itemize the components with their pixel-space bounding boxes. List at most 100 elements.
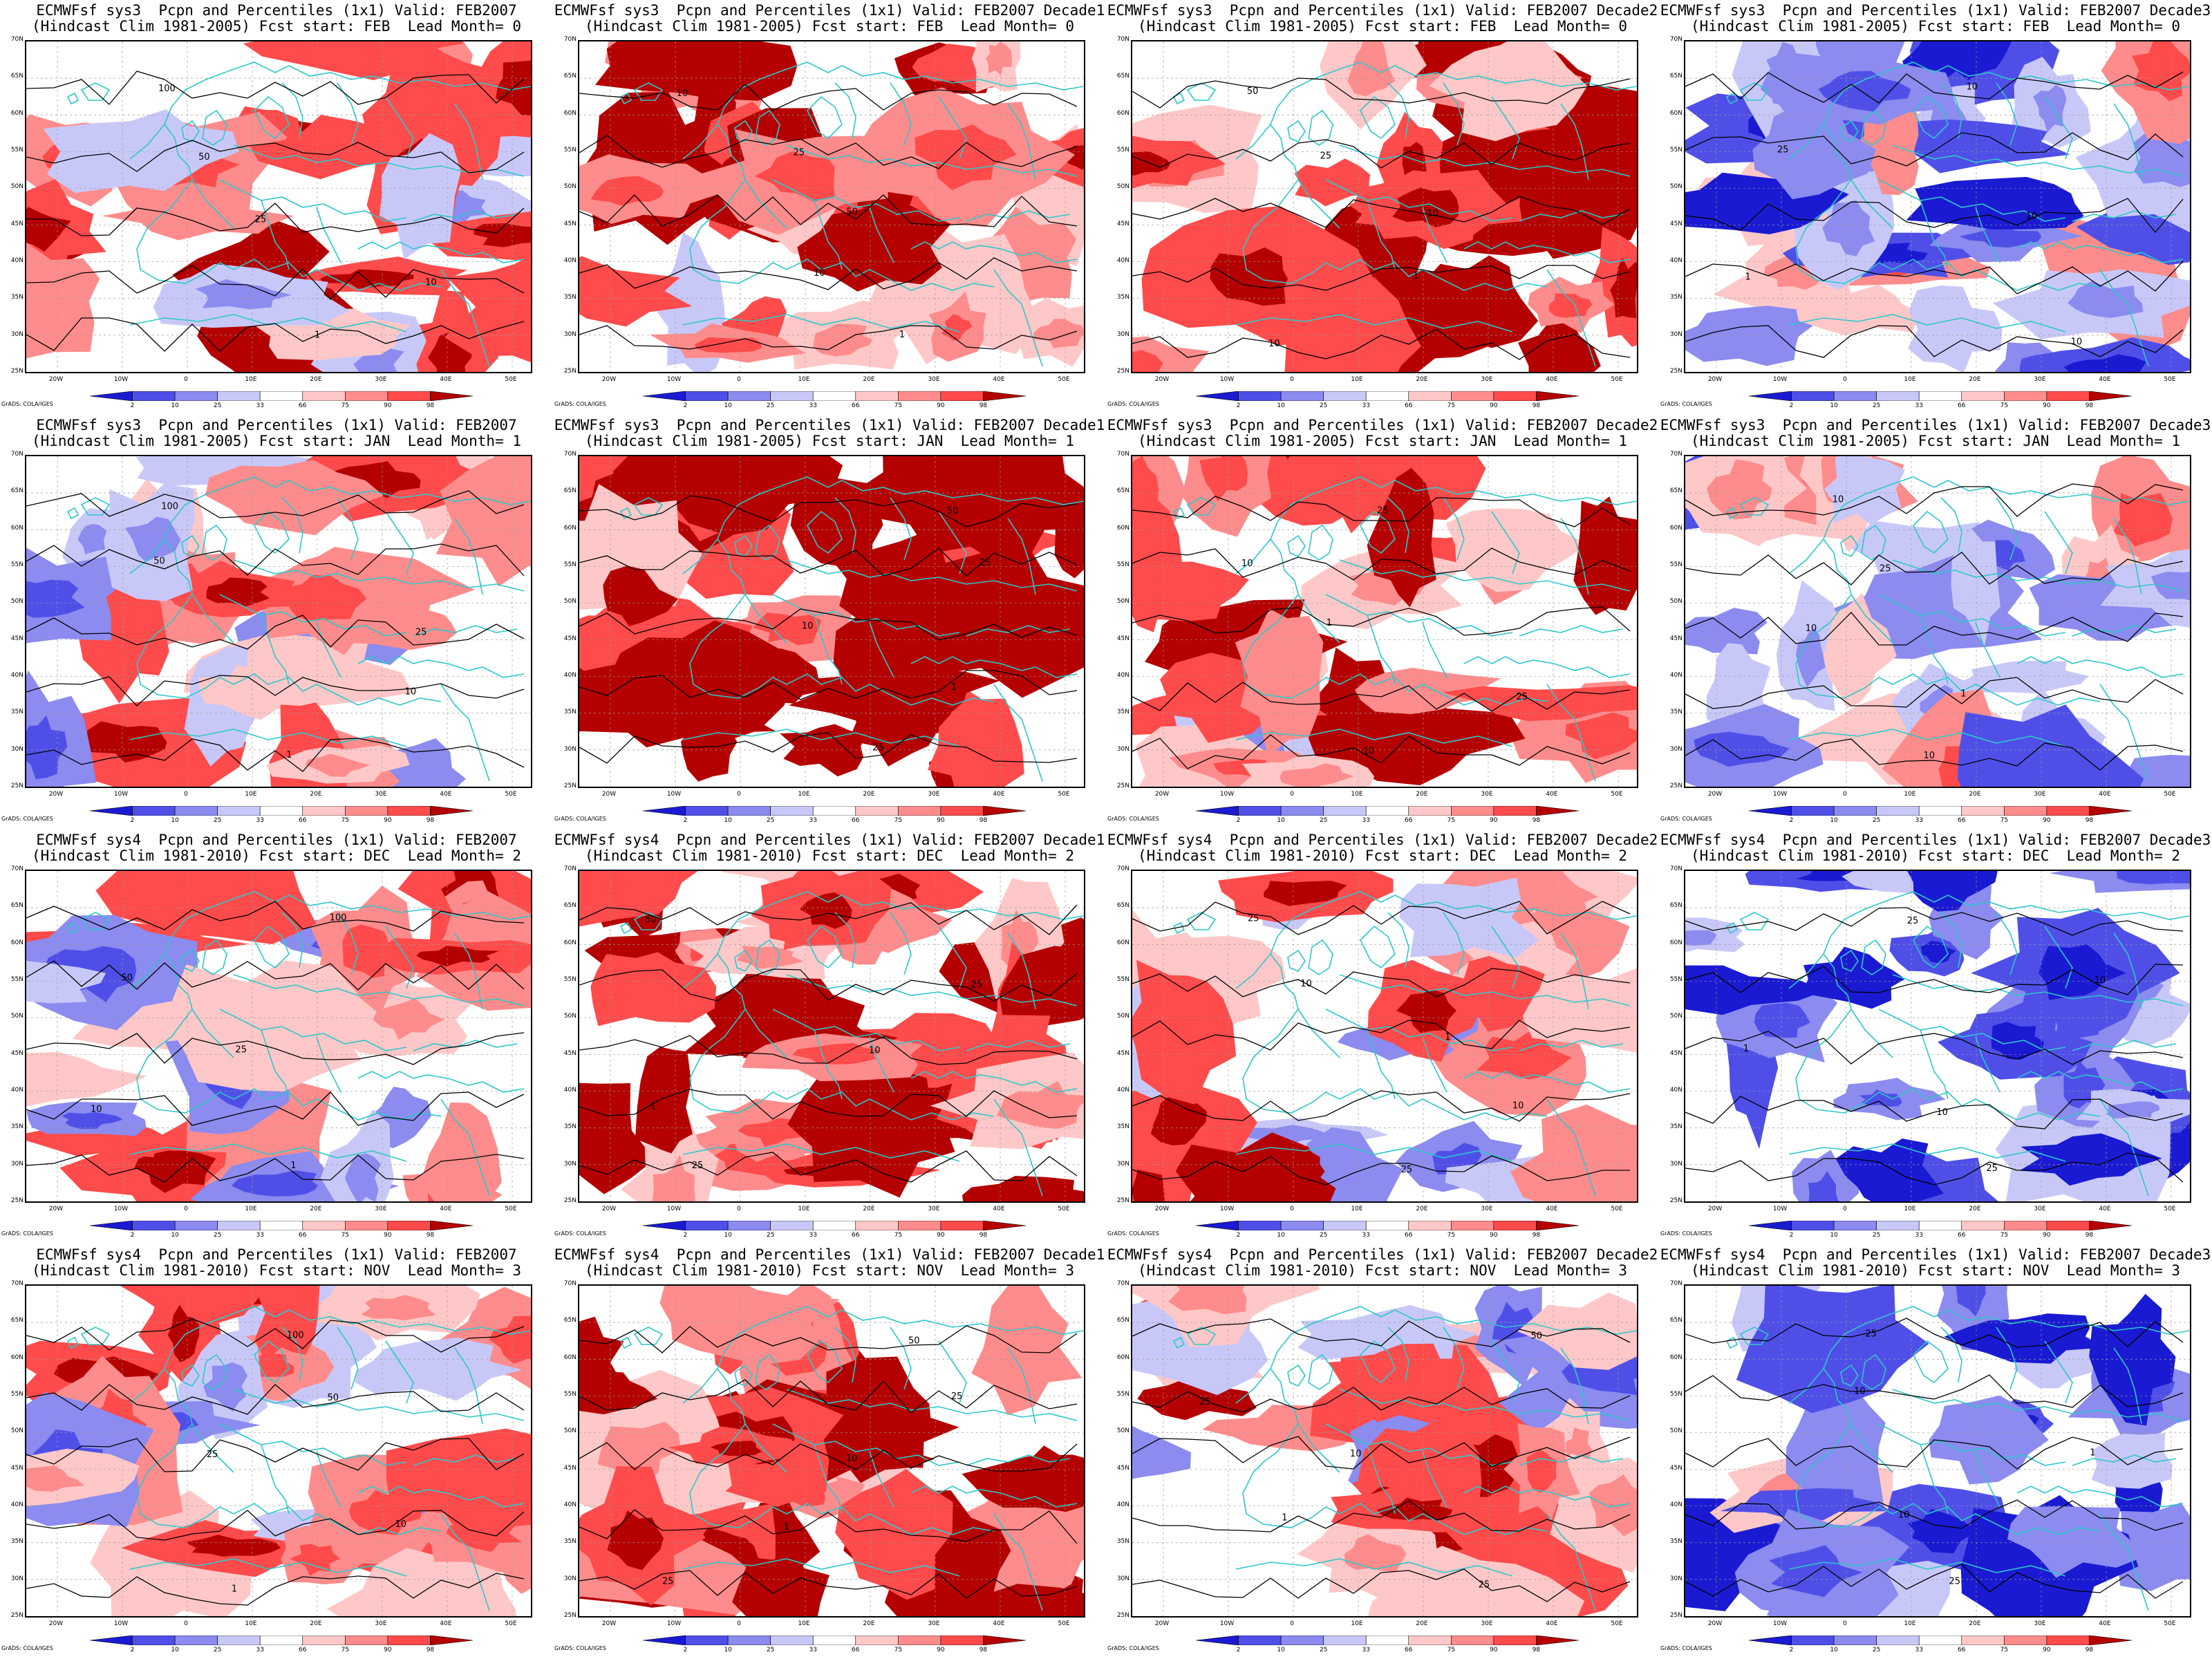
color-scale-label: 10: [1830, 817, 1838, 824]
lon-tick-label: 0: [737, 791, 741, 798]
color-scale-bin: [1833, 1635, 1877, 1645]
software-credit: GrADS: COLA/IGES: [1660, 1645, 1712, 1651]
percentile-area: [379, 133, 461, 260]
color-scale-bin: [387, 1635, 431, 1645]
climatology-contour: [1132, 1318, 1631, 1347]
lon-tick-label: 40E: [440, 1206, 452, 1212]
coastline: [1242, 953, 1548, 1121]
color-scale-bin: [1876, 391, 1920, 401]
climatology-contour: [1132, 682, 1631, 712]
coastline: [261, 200, 290, 270]
percentile-area: [2030, 337, 2190, 372]
color-scale-label: 33: [1915, 402, 1923, 409]
lat-tick-label: 40N: [563, 1501, 577, 1508]
percentile-area: [1908, 285, 2003, 372]
contour-label: 1: [1282, 1513, 1287, 1524]
color-scale-bin: [302, 806, 346, 816]
lon-tick-label: 10W: [666, 1206, 682, 1212]
panel-title: ECMWFsf sys3 Pcpn and Percentiles (1x1) …: [1659, 3, 2212, 35]
map-panel: ECMWFsf sys4 Pcpn and Percentiles (1x1) …: [553, 1244, 1106, 1659]
color-scale-bin: [770, 391, 814, 401]
panel-title-line1: ECMWFsf sys3 Pcpn and Percentiles (1x1) …: [36, 2, 517, 19]
color-scale-bin: [855, 391, 899, 401]
color-scale-label: 90: [1490, 1232, 1498, 1239]
percentile-core: [1706, 459, 1772, 520]
climatology-contour: [26, 960, 525, 991]
color-scale-label: 10: [171, 402, 179, 409]
lat-tick-label: 70N: [1116, 451, 1130, 458]
lon-tick-label: 50E: [1611, 791, 1623, 798]
climatology-contour: [26, 615, 525, 650]
color-scale-bin: [812, 806, 856, 816]
contour-label: 1: [951, 682, 957, 693]
percentile-core: [416, 946, 500, 967]
percentile-area: [26, 1051, 147, 1107]
lat-tick-label: 45N: [1116, 635, 1130, 642]
coastline: [261, 615, 290, 685]
percentile-area: [2100, 549, 2190, 628]
contour-label: 1: [1413, 271, 1418, 281]
coastline: [1287, 1364, 1306, 1387]
lon-tick-label: 10E: [798, 1206, 810, 1212]
color-scale-label: 66: [852, 1232, 860, 1239]
coastline: [136, 538, 442, 706]
lon-tick-label: 50E: [1058, 1206, 1070, 1212]
color-scale-bin: [940, 806, 984, 816]
coastline: [80, 912, 111, 930]
coastline: [1297, 179, 1340, 229]
color-scale-bar: [1196, 1221, 1579, 1230]
contour-label: 10: [846, 1454, 858, 1464]
coastline: [1235, 1306, 1637, 1404]
coastline: [1840, 120, 1859, 142]
lon-tick-label: 50E: [505, 1206, 517, 1212]
color-scale-bin: [1493, 391, 1537, 401]
climatology-contour: [1132, 1568, 1631, 1602]
color-scale-label: 25: [1872, 1232, 1881, 1239]
coastline: [1725, 507, 1738, 520]
coastline: [454, 103, 483, 180]
lon-tick-label: 10E: [245, 376, 257, 383]
coastline: [454, 1347, 483, 1425]
color-scale-label: 25: [766, 1232, 775, 1239]
coastline: [316, 621, 341, 678]
percentile-core: [835, 1098, 915, 1156]
panel-title-line1: ECMWFsf sys4 Pcpn and Percentiles (1x1) …: [36, 1246, 517, 1263]
lon-tick-label: 50E: [1611, 1620, 1623, 1627]
percentile-core: [1956, 1286, 1986, 1317]
percentile-core: [1927, 871, 1967, 896]
precip-percentile-map: 25 10 1 10 25: [1131, 870, 1638, 1203]
lon-tick-label: 0: [1843, 791, 1847, 798]
color-scale-bar: [1749, 391, 2132, 401]
color-scale-bar: [1749, 1635, 2132, 1645]
software-credit: GrADS: COLA/IGES: [1660, 816, 1712, 822]
coastline: [1892, 144, 2184, 177]
contour-label: 25: [794, 148, 805, 158]
coastline: [2099, 1513, 2149, 1611]
map-canvas: 25 10 1 10 25: [1685, 1286, 2190, 1616]
coastline: [1007, 932, 1036, 1010]
percentile-core: [1477, 1030, 1572, 1080]
color-scale-bar: [643, 1635, 1026, 1645]
contour-label: 10: [1854, 1387, 1866, 1397]
panel-title-line2: (Hindcast Clim 1981-2005) Fcst start: FE…: [1690, 18, 2180, 35]
coastline: [1242, 124, 1548, 291]
lon-tick-label: 50E: [1058, 791, 1070, 798]
percentile-area: [1279, 456, 1486, 521]
coastline: [1996, 912, 2018, 975]
lat-tick-label: 25N: [563, 1612, 577, 1619]
color-scale-bin: [1791, 391, 1835, 401]
color-scale-bin: [898, 1221, 941, 1230]
coastline: [1560, 1347, 1589, 1425]
climatology-contour: [26, 265, 525, 300]
color-scale-bin: [132, 806, 176, 816]
lat-tick-label: 30N: [1116, 1160, 1130, 1168]
color-scale-label: 25: [1319, 1232, 1328, 1239]
color-scale-bin: [812, 1635, 856, 1645]
percentile-core: [62, 1112, 123, 1130]
climatology-contour: [1132, 1090, 1631, 1122]
percentile-core: [754, 151, 835, 202]
percentile-core: [1470, 132, 1563, 180]
map-canvas: 10 25 10 1 10: [1685, 41, 2190, 372]
lat-tick-label: 40N: [1116, 672, 1130, 679]
coastline: [233, 559, 525, 592]
